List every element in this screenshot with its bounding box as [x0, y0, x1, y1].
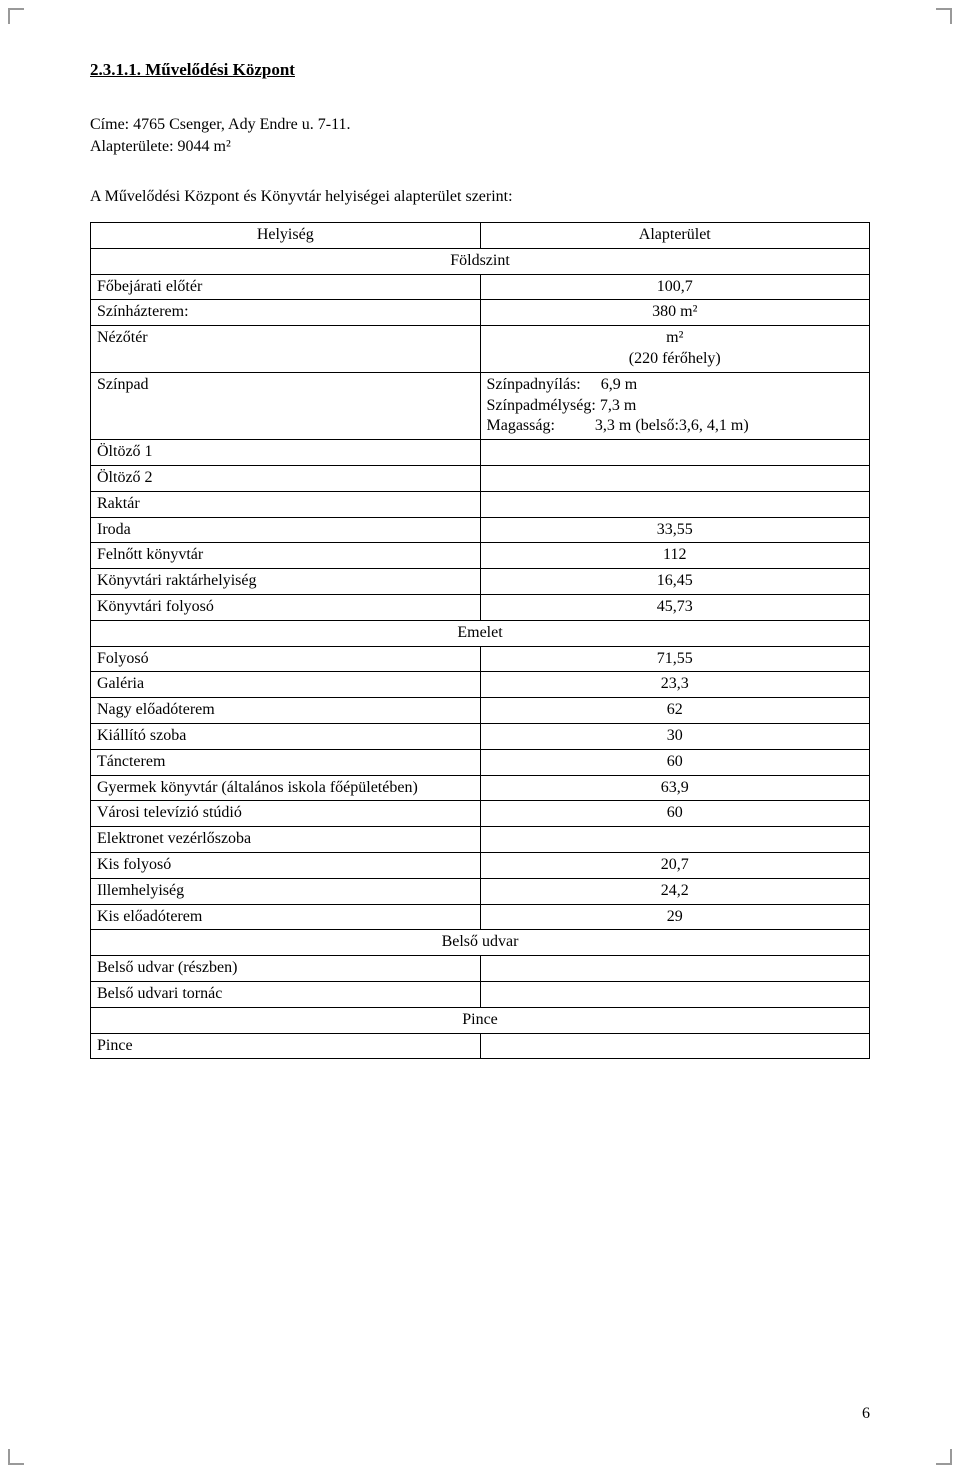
cell-label: Nagy előadóterem: [91, 698, 481, 724]
header-alapterulet: Alapterület: [480, 223, 870, 249]
cell-label: Öltöző 2: [91, 465, 481, 491]
section-label: Emelet: [91, 620, 870, 646]
cell-label: Felnőtt könyvtár: [91, 543, 481, 569]
cell-label: Könyvtári raktárhelyiség: [91, 569, 481, 595]
table-row: Nagy előadóterem 62: [91, 698, 870, 724]
cell-value: 60: [480, 801, 870, 827]
table-row: Galéria 23,3: [91, 672, 870, 698]
cell-label: Folyosó: [91, 646, 481, 672]
table-row: Iroda 33,55: [91, 517, 870, 543]
table-row: Belső udvar (részben): [91, 956, 870, 982]
cell-label: Városi televízió stúdió: [91, 801, 481, 827]
section-heading: 2.3.1.1. Művelődési Központ: [90, 60, 870, 80]
cell-value: 20,7: [480, 852, 870, 878]
cell-label: Illemhelyiség: [91, 878, 481, 904]
cell-value: [480, 827, 870, 853]
table-row: Felnőtt könyvtár 112: [91, 543, 870, 569]
table-row: Pince: [91, 1033, 870, 1059]
section-belso-udvar: Belső udvar: [91, 930, 870, 956]
page: 2.3.1.1. Művelődési Központ Címe: 4765 C…: [0, 0, 960, 1473]
cell-label: Kis előadóterem: [91, 904, 481, 930]
table-row: Belső udvari tornác: [91, 981, 870, 1007]
table-row: Öltöző 2: [91, 465, 870, 491]
section-label: Földszint: [91, 248, 870, 274]
cell-label: Színpad: [91, 372, 481, 439]
table-row: Táncterem 60: [91, 749, 870, 775]
address-line: Címe: 4765 Csenger, Ady Endre u. 7-11.: [90, 116, 870, 134]
area-line: Alapterülete: 9044 m²: [90, 138, 870, 156]
cell-value: 33,55: [480, 517, 870, 543]
cell-value: 380 m²: [480, 300, 870, 326]
section-emelet: Emelet: [91, 620, 870, 646]
table-row: Öltöző 1: [91, 440, 870, 466]
cell-value: 100,7: [480, 274, 870, 300]
cell-value: 112: [480, 543, 870, 569]
cell-label: Főbejárati előtér: [91, 274, 481, 300]
table-row: Raktár: [91, 491, 870, 517]
cell-value: [480, 491, 870, 517]
cell-label: Galéria: [91, 672, 481, 698]
table-row: Színpad Színpadnyílás: 6,9 m Színpadmély…: [91, 372, 870, 439]
cell-label: Pince: [91, 1033, 481, 1059]
section-label: Pince: [91, 1007, 870, 1033]
cell-label: Gyermek könyvtár (általános iskola főépü…: [91, 775, 481, 801]
header-helyiseg: Helyiség: [91, 223, 481, 249]
section-label: Belső udvar: [91, 930, 870, 956]
table-row: Színházterem: 380 m²: [91, 300, 870, 326]
table-row: Főbejárati előtér 100,7: [91, 274, 870, 300]
cell-label: Elektronet vezérlőszoba: [91, 827, 481, 853]
cell-value: [480, 956, 870, 982]
table-row: Kis folyosó 20,7: [91, 852, 870, 878]
table-row: Elektronet vezérlőszoba: [91, 827, 870, 853]
cell-value: 24,2: [480, 878, 870, 904]
cell-value: 60: [480, 749, 870, 775]
crop-mark-icon: [8, 1449, 24, 1465]
cell-value: m² (220 férőhely): [480, 326, 870, 373]
table-row: Illemhelyiség 24,2: [91, 878, 870, 904]
cell-value: [480, 1033, 870, 1059]
crop-mark-icon: [936, 8, 952, 24]
cell-value: 23,3: [480, 672, 870, 698]
table-header-row: Helyiség Alapterület: [91, 223, 870, 249]
table-row: Könyvtári folyosó 45,73: [91, 594, 870, 620]
crop-mark-icon: [8, 8, 24, 24]
cell-label: Raktár: [91, 491, 481, 517]
cell-label: Nézőtér: [91, 326, 481, 373]
table-row: Könyvtári raktárhelyiség 16,45: [91, 569, 870, 595]
cell-label: Táncterem: [91, 749, 481, 775]
table-row: Gyermek könyvtár (általános iskola főépü…: [91, 775, 870, 801]
crop-mark-icon: [936, 1449, 952, 1465]
cell-value: 45,73: [480, 594, 870, 620]
cell-label: Öltöző 1: [91, 440, 481, 466]
intro-block: Címe: 4765 Csenger, Ady Endre u. 7-11. A…: [90, 116, 870, 156]
cell-value: 16,45: [480, 569, 870, 595]
cell-value: 30: [480, 723, 870, 749]
cell-value: 62: [480, 698, 870, 724]
section-pince: Pince: [91, 1007, 870, 1033]
rooms-table: Helyiség Alapterület Földszint Főbejárat…: [90, 222, 870, 1059]
table-row: Nézőtér m² (220 férőhely): [91, 326, 870, 373]
table-row: Városi televízió stúdió 60: [91, 801, 870, 827]
cell-label: Belső udvari tornác: [91, 981, 481, 1007]
cell-label: Belső udvar (részben): [91, 956, 481, 982]
cell-label: Kis folyosó: [91, 852, 481, 878]
table-row: Kis előadóterem 29: [91, 904, 870, 930]
cell-value: Színpadnyílás: 6,9 m Színpadmélység: 7,3…: [480, 372, 870, 439]
cell-label: Színházterem:: [91, 300, 481, 326]
cell-value: [480, 465, 870, 491]
page-number: 6: [862, 1405, 870, 1423]
cell-value: 71,55: [480, 646, 870, 672]
cell-label: Kiállító szoba: [91, 723, 481, 749]
cell-value: 63,9: [480, 775, 870, 801]
table-row: Kiállító szoba 30: [91, 723, 870, 749]
cell-label: Könyvtári folyosó: [91, 594, 481, 620]
cell-value: [480, 440, 870, 466]
section-foldszint: Földszint: [91, 248, 870, 274]
table-intro: A Művelődési Központ és Könyvtár helyisé…: [90, 188, 870, 206]
cell-label: Iroda: [91, 517, 481, 543]
table-row: Folyosó 71,55: [91, 646, 870, 672]
cell-value: [480, 981, 870, 1007]
cell-value: 29: [480, 904, 870, 930]
